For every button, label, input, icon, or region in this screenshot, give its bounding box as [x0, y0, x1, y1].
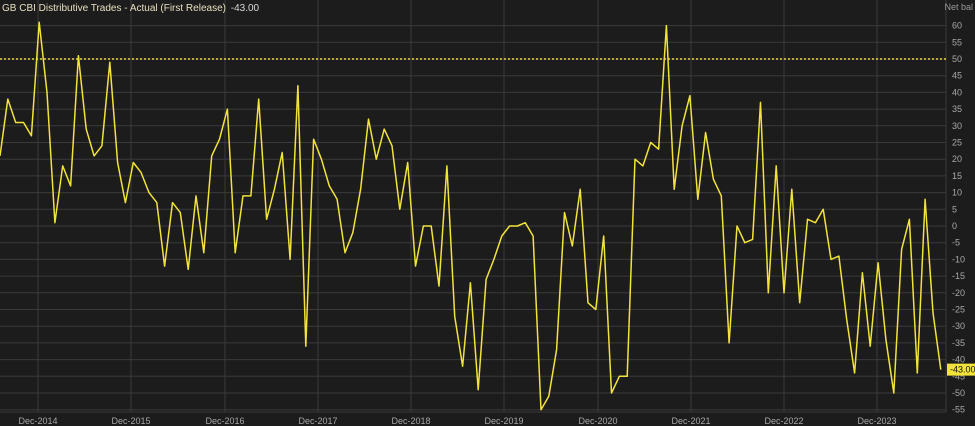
- y-axis-label: Net bal: [944, 2, 973, 12]
- x-tick-label: Dec-2020: [578, 416, 617, 426]
- y-tick-label: 55: [952, 37, 962, 47]
- x-tick-label: Dec-2019: [484, 416, 523, 426]
- y-tick-label: 0: [952, 221, 957, 231]
- y-tick-label: -15: [952, 271, 965, 281]
- x-tick-label: Dec-2023: [857, 416, 896, 426]
- y-tick-label: -55: [952, 405, 965, 415]
- y-tick-label: 45: [952, 71, 962, 81]
- y-tick-label: 5: [952, 204, 957, 214]
- y-tick-label: 20: [952, 154, 962, 164]
- x-tick-label: Dec-2018: [391, 416, 430, 426]
- y-tick-label: -5: [952, 238, 960, 248]
- y-tick-label: -40: [952, 355, 965, 365]
- y-tick-label: -35: [952, 338, 965, 348]
- y-tick-label: -45: [952, 371, 965, 381]
- y-tick-label: 60: [952, 21, 962, 31]
- x-tick-label: Dec-2014: [18, 416, 57, 426]
- y-tick-label: 10: [952, 188, 962, 198]
- y-tick-label: -50: [952, 388, 965, 398]
- y-tick-label: -20: [952, 288, 965, 298]
- x-tick-label: Dec-2022: [764, 416, 803, 426]
- last-value-tag: [947, 363, 975, 376]
- y-tick-label: 40: [952, 87, 962, 97]
- chart-last-value: -43.00: [230, 3, 260, 14]
- last-value-tag-label: -43.00: [950, 365, 975, 375]
- x-tick-label: Dec-2016: [205, 416, 244, 426]
- y-tick-label: -10: [952, 254, 965, 264]
- chart-title: GB CBI Distributive Trades - Actual (Fir…: [2, 3, 226, 14]
- y-tick-label: 50: [952, 54, 962, 64]
- y-tick-label: 35: [952, 104, 962, 114]
- x-tick-label: Dec-2015: [111, 416, 150, 426]
- y-tick-label: 25: [952, 138, 962, 148]
- chart-legend: GB CBI Distributive Trades - Actual (Fir…: [2, 3, 259, 14]
- y-tick-label: 15: [952, 171, 962, 181]
- y-tick-label: 30: [952, 121, 962, 131]
- x-tick-label: Dec-2017: [298, 416, 337, 426]
- x-tick-label: Dec-2021: [671, 416, 710, 426]
- y-tick-label: -25: [952, 305, 965, 315]
- y-tick-label: -30: [952, 321, 965, 331]
